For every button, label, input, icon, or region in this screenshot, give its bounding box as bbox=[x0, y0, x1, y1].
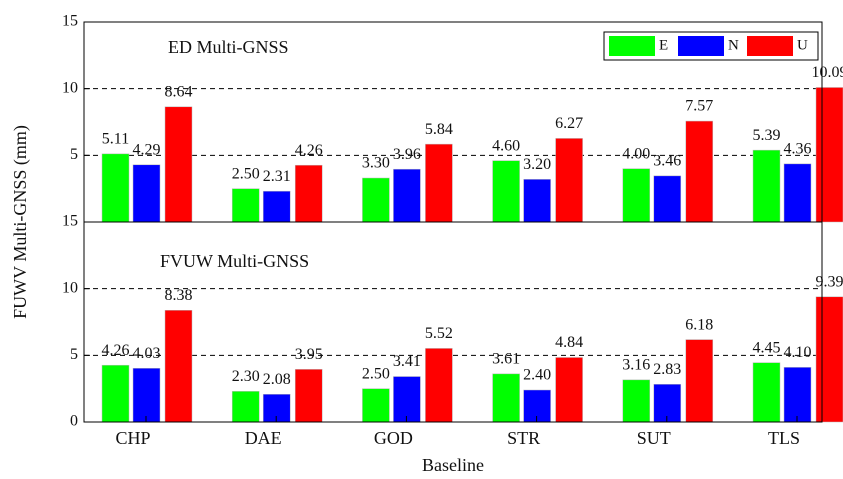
bar bbox=[362, 177, 390, 223]
bar bbox=[815, 87, 843, 223]
data-label: 4.10 bbox=[784, 344, 812, 361]
data-label: 2.40 bbox=[523, 367, 551, 384]
data-label: 2.31 bbox=[263, 168, 291, 185]
panel-title: FVUW Multi-GNSS bbox=[160, 251, 309, 271]
x-tick-label: CHP bbox=[115, 428, 150, 448]
x-tick-label: DAE bbox=[245, 428, 282, 448]
y-tick-label: 15 bbox=[62, 213, 78, 230]
data-label: 3.41 bbox=[393, 353, 421, 370]
data-label: 5.52 bbox=[425, 325, 453, 342]
bar bbox=[685, 120, 714, 223]
data-label: 3.16 bbox=[622, 357, 650, 374]
bar bbox=[653, 175, 682, 223]
data-label: 5.11 bbox=[102, 131, 129, 148]
data-label: 10.09 bbox=[812, 64, 843, 81]
x-tick-label: TLS bbox=[768, 428, 800, 448]
data-label: 2.08 bbox=[263, 371, 291, 388]
data-label: 5.84 bbox=[425, 121, 453, 138]
bar bbox=[393, 168, 421, 223]
y-tick-label: 15 bbox=[62, 13, 78, 30]
bar bbox=[101, 153, 130, 223]
x-tick-label: GOD bbox=[374, 428, 413, 448]
data-label: 3.61 bbox=[492, 351, 520, 368]
bar bbox=[294, 164, 323, 223]
y-tick-label: 10 bbox=[62, 279, 78, 296]
data-label: 4.00 bbox=[622, 145, 650, 162]
data-label: 4.26 bbox=[295, 142, 323, 159]
bar bbox=[132, 164, 161, 223]
y-axis-label: FUWV Multi-GNSS (mm) bbox=[10, 125, 31, 319]
bar bbox=[262, 190, 291, 223]
bar bbox=[294, 369, 323, 423]
legend-label: N bbox=[728, 37, 739, 53]
data-label: 4.29 bbox=[133, 141, 161, 158]
legend-label: E bbox=[659, 37, 668, 53]
data-label: 2.30 bbox=[232, 368, 260, 385]
y-tick-label: 5 bbox=[70, 346, 78, 363]
data-label: 7.57 bbox=[685, 98, 713, 115]
y-tick-label: 10 bbox=[62, 79, 78, 96]
bar bbox=[164, 106, 193, 223]
bar bbox=[231, 391, 260, 423]
data-label: 4.60 bbox=[492, 137, 520, 154]
bar bbox=[653, 384, 682, 423]
data-label: 4.26 bbox=[102, 342, 130, 359]
bar bbox=[783, 163, 812, 223]
bar bbox=[492, 160, 520, 223]
bar bbox=[752, 362, 781, 423]
data-label: 4.36 bbox=[784, 141, 812, 158]
bar bbox=[101, 364, 130, 423]
data-label: 3.30 bbox=[362, 155, 390, 172]
y-tick-label: 0 bbox=[70, 413, 78, 430]
bar bbox=[492, 373, 520, 423]
data-label: 2.50 bbox=[232, 165, 260, 182]
data-label: 6.18 bbox=[685, 316, 713, 333]
legend-swatch bbox=[609, 36, 655, 56]
bar bbox=[752, 149, 781, 223]
data-label: 2.50 bbox=[362, 365, 390, 382]
bar bbox=[622, 379, 651, 423]
y-tick-label: 5 bbox=[70, 146, 78, 163]
legend-swatch bbox=[678, 36, 724, 56]
panel-title: ED Multi-GNSS bbox=[168, 37, 289, 57]
data-label: 2.83 bbox=[653, 361, 681, 378]
bar bbox=[555, 357, 583, 423]
x-axis-label: Baseline bbox=[422, 455, 484, 475]
bar bbox=[164, 310, 193, 423]
x-tick-label: SUT bbox=[637, 428, 671, 448]
data-label: 8.64 bbox=[165, 83, 193, 100]
data-label: 3.96 bbox=[393, 146, 421, 163]
bar bbox=[622, 168, 651, 223]
bar bbox=[425, 143, 453, 223]
bar bbox=[783, 367, 812, 423]
legend-label: U bbox=[797, 37, 808, 53]
data-label: 9.39 bbox=[816, 273, 843, 290]
data-label: 4.03 bbox=[133, 345, 161, 362]
legend-swatch bbox=[747, 36, 793, 56]
data-label: 4.45 bbox=[753, 339, 781, 356]
bar bbox=[815, 296, 843, 423]
bar bbox=[393, 376, 421, 423]
bar bbox=[132, 368, 161, 423]
data-label: 3.46 bbox=[653, 153, 681, 170]
data-label: 3.95 bbox=[295, 346, 323, 363]
bar bbox=[685, 339, 714, 423]
bar bbox=[555, 138, 583, 223]
bar bbox=[362, 388, 390, 423]
data-label: 3.20 bbox=[523, 156, 551, 173]
bar bbox=[231, 188, 260, 223]
data-label: 4.84 bbox=[555, 334, 583, 351]
x-tick-label: STR bbox=[507, 428, 540, 448]
data-label: 6.27 bbox=[555, 115, 583, 132]
bar bbox=[425, 348, 453, 423]
data-label: 5.39 bbox=[753, 127, 781, 144]
data-label: 8.38 bbox=[165, 287, 193, 304]
bar bbox=[523, 179, 551, 223]
plot-frame bbox=[83, 221, 823, 423]
